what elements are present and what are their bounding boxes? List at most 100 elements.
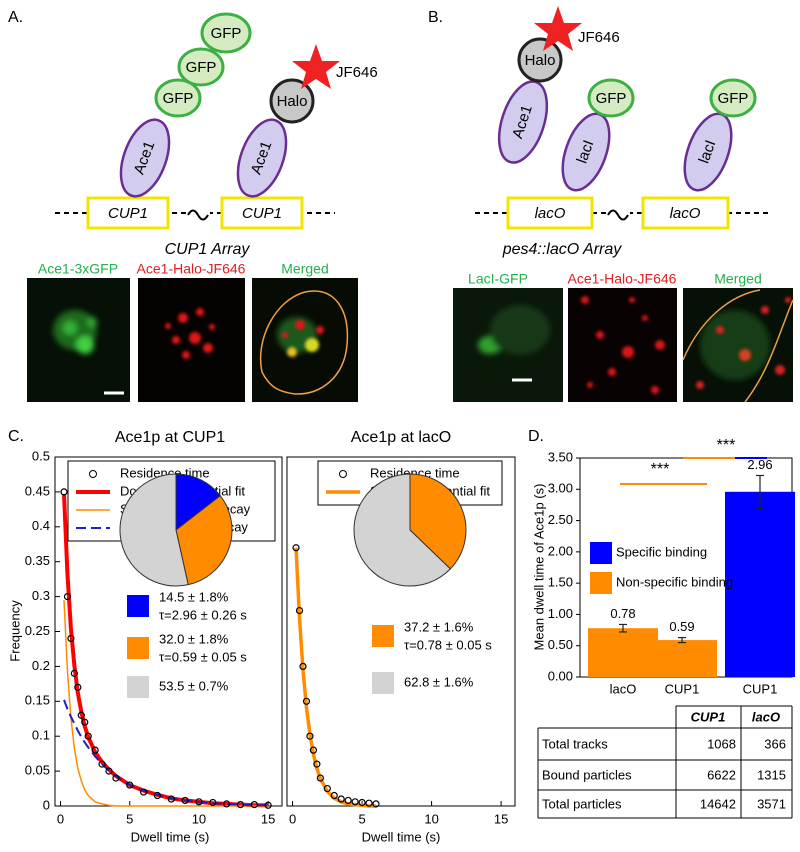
table-cell: Bound particles bbox=[542, 767, 632, 782]
x-tick-label: lacO bbox=[610, 681, 637, 696]
value-label: 0.59 bbox=[669, 619, 694, 634]
bar bbox=[725, 491, 795, 677]
channel-label: Merged bbox=[714, 271, 761, 287]
legend-swatch bbox=[590, 542, 612, 564]
site-box bbox=[506, 196, 594, 230]
x-tick-label: 10 bbox=[192, 811, 206, 826]
data-point bbox=[351, 798, 359, 806]
micrograph bbox=[27, 278, 130, 402]
y-tick-label: 0.00 bbox=[548, 668, 573, 683]
site-label: CUP1 bbox=[108, 205, 148, 222]
data-point bbox=[295, 606, 304, 615]
bar bbox=[647, 640, 717, 677]
data-point bbox=[126, 781, 134, 789]
data-point bbox=[67, 634, 75, 643]
pie-key-swatch bbox=[372, 625, 394, 647]
data-point bbox=[337, 795, 345, 803]
panel-b: B. lacO lacO Ace1 lacI lacI GFP GFP Halo… bbox=[428, 6, 794, 403]
y-tick-label: 0.15 bbox=[25, 693, 50, 708]
protein-label: GFP bbox=[163, 90, 194, 107]
pie-slice bbox=[175, 473, 221, 532]
y-tick-label: 0.05 bbox=[25, 763, 50, 778]
channel-label: Merged bbox=[281, 261, 328, 277]
site-box bbox=[641, 196, 730, 230]
table-cell: Total tracks bbox=[542, 736, 608, 751]
table-header: CUP1 bbox=[691, 709, 726, 724]
site-box bbox=[220, 196, 304, 230]
micrograph bbox=[252, 278, 358, 402]
micrograph bbox=[138, 278, 245, 402]
panel-label: A. bbox=[8, 9, 23, 26]
x-tick-label: 5 bbox=[358, 811, 365, 826]
pie-value-label: 32.0 ± 1.8% bbox=[159, 631, 229, 646]
data-point bbox=[77, 711, 85, 719]
gfp bbox=[587, 78, 635, 118]
data-point bbox=[358, 798, 366, 807]
data-point bbox=[60, 488, 68, 496]
data-point bbox=[292, 544, 300, 552]
data-point bbox=[167, 795, 175, 803]
data-point bbox=[81, 718, 89, 726]
data-point bbox=[316, 774, 324, 782]
dye-label: JF646 bbox=[578, 29, 620, 46]
micrograph bbox=[682, 288, 794, 403]
data-point bbox=[112, 774, 120, 782]
y-tick-label: 0.45 bbox=[25, 483, 50, 498]
y-tick-label: 2.50 bbox=[548, 512, 573, 527]
y-axis-label: Frequency bbox=[7, 600, 22, 662]
panel-label: B. bbox=[428, 9, 443, 26]
panel-label: C. bbox=[8, 428, 24, 445]
break bbox=[187, 209, 209, 221]
table bbox=[537, 705, 793, 819]
legend-marker bbox=[339, 470, 347, 478]
y-tick-label: 0.25 bbox=[25, 623, 50, 638]
x-axis-label: Dwell time (s) bbox=[131, 829, 210, 844]
laci: lacI bbox=[683, 112, 733, 192]
data-point bbox=[236, 801, 245, 809]
legend-marker bbox=[89, 470, 97, 478]
pie-key-swatch bbox=[372, 672, 394, 694]
data-point bbox=[223, 800, 231, 808]
site-label: CUP1 bbox=[242, 205, 282, 222]
fit-curve bbox=[63, 699, 269, 807]
pie-tau-label: τ=0.59 ± 0.05 s bbox=[159, 649, 247, 664]
significance-label: *** bbox=[651, 461, 670, 478]
panel-a: A. CUP1 CUP1 Ace1 Ace1 GFP GFP GFP Halo … bbox=[8, 9, 378, 402]
gap bbox=[186, 205, 210, 221]
y-tick-label: 0.35 bbox=[25, 553, 50, 568]
data-point bbox=[306, 732, 314, 740]
pie-slice bbox=[175, 494, 233, 586]
data-point bbox=[84, 732, 92, 740]
halo bbox=[269, 78, 315, 124]
x-tick-label: 15 bbox=[494, 811, 508, 826]
significance-label: *** bbox=[717, 437, 736, 454]
dye-star bbox=[534, 6, 582, 51]
table-cell: Total particles bbox=[542, 796, 622, 811]
y-tick-label: 0.5 bbox=[32, 448, 50, 463]
site-label: lacO bbox=[535, 205, 566, 222]
protein-label: GFP bbox=[596, 90, 627, 107]
data-point bbox=[139, 788, 148, 796]
x-tick-label: 10 bbox=[424, 811, 438, 826]
site-box bbox=[86, 196, 170, 230]
protein-label: Halo bbox=[277, 93, 308, 110]
data-point bbox=[153, 791, 162, 800]
protein-label: GFP bbox=[186, 59, 217, 76]
channel-label: LacI-GFP bbox=[468, 271, 528, 287]
micrograph bbox=[568, 288, 677, 402]
y-tick-label: 1.00 bbox=[548, 606, 573, 621]
gfp bbox=[200, 12, 252, 54]
table-cell: 14642 bbox=[700, 796, 736, 811]
y-tick-label: 0.4 bbox=[32, 518, 50, 533]
pie-value-label: 37.2 ± 1.6% bbox=[404, 619, 474, 634]
y-tick-label: 0.1 bbox=[32, 728, 50, 743]
site-label: lacO bbox=[670, 205, 701, 222]
data-point bbox=[372, 800, 380, 808]
table-cell: 1315 bbox=[757, 767, 786, 782]
pie-tau-label: τ=0.78 ± 0.05 s bbox=[404, 637, 492, 652]
protein-label: lacI bbox=[574, 138, 598, 166]
y-tick-label: 0.2 bbox=[32, 658, 50, 673]
pie-slice bbox=[119, 473, 189, 587]
gap bbox=[606, 205, 630, 221]
